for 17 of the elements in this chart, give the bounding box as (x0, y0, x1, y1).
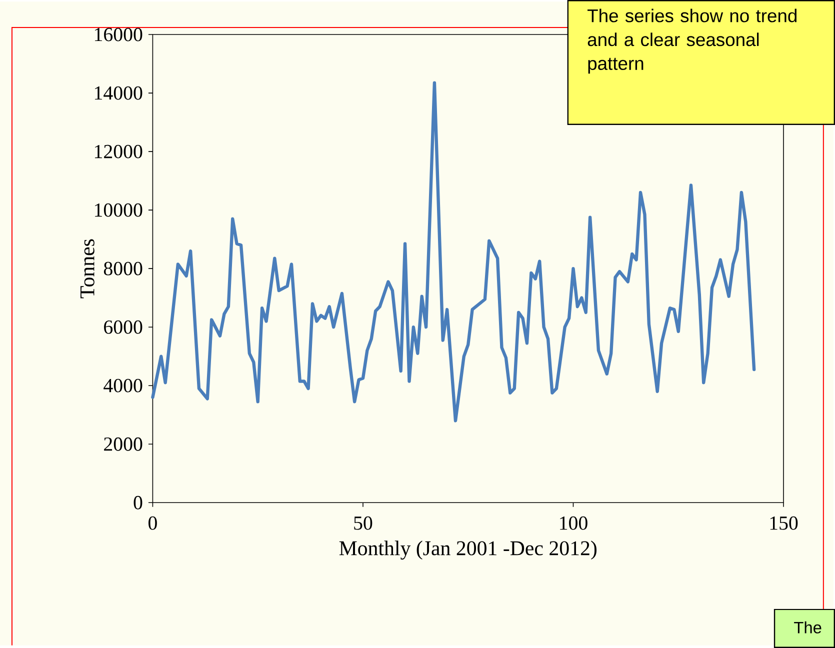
text: The (794, 621, 822, 634)
x-axis-title: Monthly (Jan 2001 -Dec 2012) (339, 540, 596, 560)
y-tick-label: 0 (134, 496, 142, 510)
y-tick-label: 6000 (104, 320, 142, 334)
y-tick-label: 4000 (104, 378, 142, 392)
y-tick-label: 16000 (94, 28, 142, 42)
y-tick-label: 2000 (104, 437, 142, 451)
y-axis-title: Tonnes (80, 239, 94, 298)
y-tick-label: 12000 (94, 144, 142, 158)
x-tick-label: 150 (770, 516, 798, 530)
x-tick-label: 100 (560, 516, 588, 530)
x-tick-label: 0 (148, 516, 157, 530)
y-tick-label: 14000 (94, 86, 142, 100)
annotation: The series show no trend and a clear seasonal pattern (588, 8, 796, 74)
x-tick-label: 50 (354, 516, 372, 530)
y-tick-label: 8000 (104, 262, 142, 276)
y-tick-label: 10000 (94, 203, 142, 217)
